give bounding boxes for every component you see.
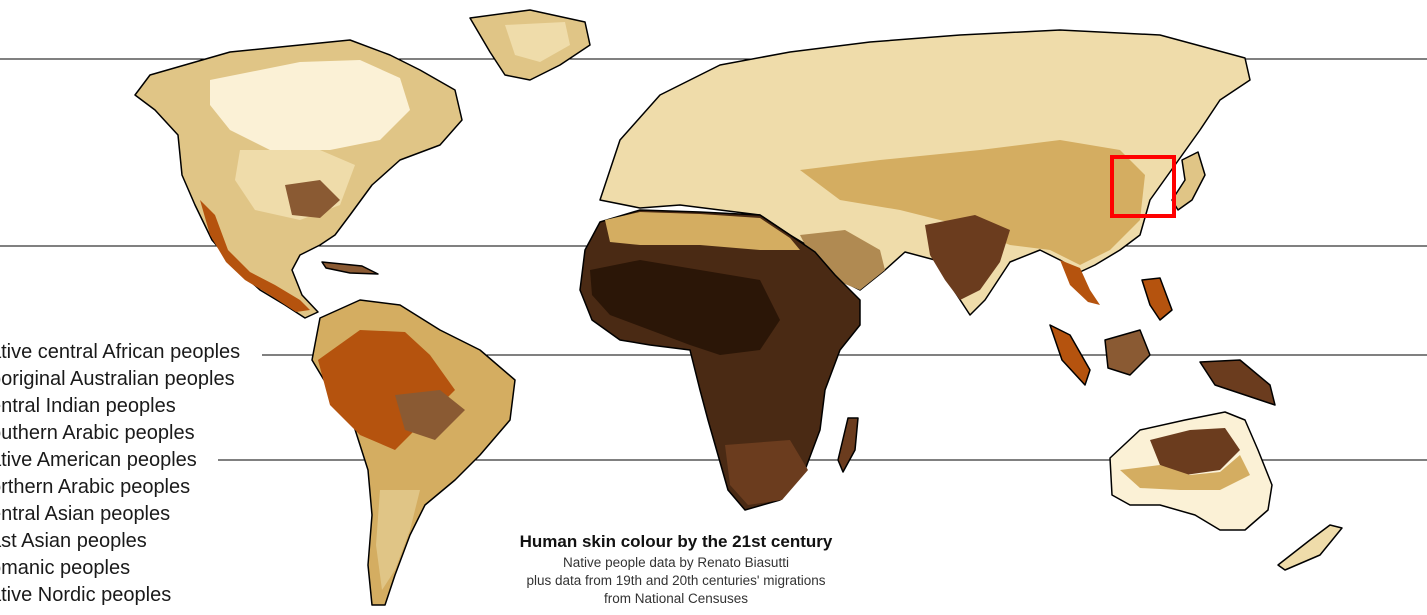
africa-landmass [579, 209, 861, 511]
eurasia-central-asian-band [800, 140, 1145, 265]
legend-item: outhern Arabic peoples [0, 422, 195, 444]
legend-item: ative Nordic peoples [0, 584, 172, 606]
map-title: Human skin colour by the 21st century [519, 532, 833, 551]
legend-item: ast Asian peoples [0, 530, 147, 552]
borneo-island [1104, 329, 1151, 376]
legend-item: entral Asian peoples [0, 503, 171, 525]
africa-south-brown [725, 440, 808, 505]
mexico-central-america [200, 200, 310, 312]
madagascar-island [837, 417, 859, 473]
south-america-brown [395, 390, 465, 440]
south-america-south-pale [376, 490, 420, 590]
subtitle-line-2: plus data from 19th and 20th centuries' … [526, 573, 826, 588]
subtitle-line-1: Native people data by Renato Biasutti [563, 555, 789, 570]
japan-islands [1171, 151, 1206, 211]
australia-band [1120, 455, 1250, 490]
africa-west-dark [590, 260, 780, 355]
africa-north-pale [605, 212, 800, 250]
india-central-brown [925, 215, 1010, 300]
philippines-islands [1141, 277, 1173, 321]
sumatra-island [1049, 324, 1091, 386]
legend-item: entral Indian peoples [0, 395, 176, 417]
subtitle-line-3: from National Censuses [603, 591, 749, 606]
legend-item: boriginal Australian peoples [0, 368, 235, 390]
legend-item: ative American peoples [0, 449, 197, 471]
arabia-brown [800, 230, 885, 290]
greenland-pale [505, 22, 570, 62]
australia-central-dark [1150, 428, 1240, 475]
legend-item: orthern Arabic peoples [0, 476, 191, 498]
highlight-box [1110, 155, 1176, 218]
southeast-asia-orange [1060, 260, 1100, 305]
north-america-north-pale [210, 60, 410, 150]
new-guinea-island [1199, 359, 1276, 406]
legend-item: omanic peoples [0, 557, 131, 579]
legend-item: ative central African peoples [0, 341, 241, 363]
new-zealand-island [1277, 524, 1343, 571]
north-america-south-brown [285, 180, 340, 218]
cuba-island [321, 261, 379, 275]
